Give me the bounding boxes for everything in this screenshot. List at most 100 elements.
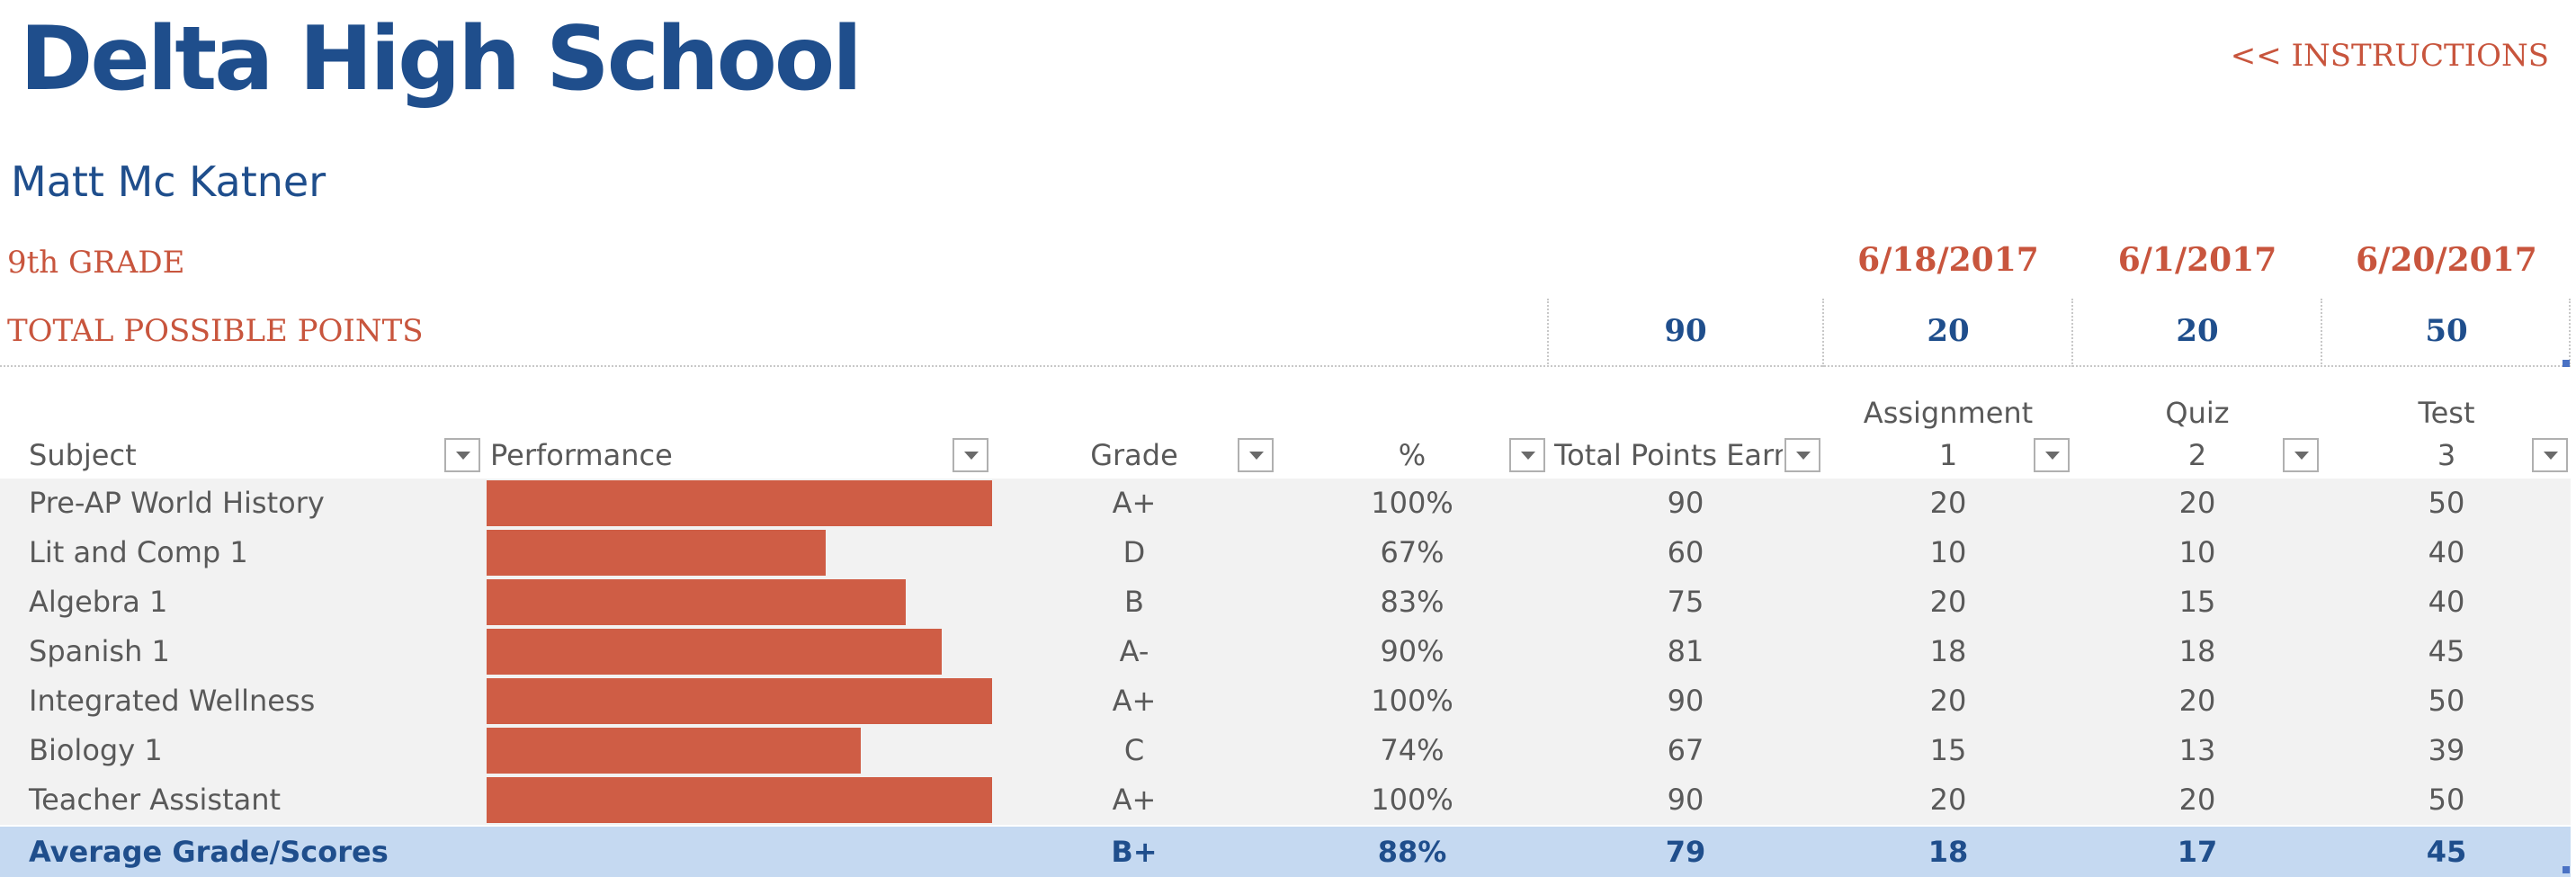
- column-header-total-points: Total Points Earn: [1554, 438, 1783, 472]
- assignment-cell: 10: [1929, 535, 1967, 569]
- student-name: Matt Mc Katner: [11, 157, 326, 206]
- quiz-cell: 18: [2178, 634, 2216, 668]
- column-header-assignment-number: 1: [1938, 438, 1958, 472]
- total-points-cell: 60: [1667, 535, 1704, 569]
- test-cell: 50: [2428, 486, 2465, 520]
- assignment-cell: 20: [1929, 486, 1967, 520]
- table-resize-handle[interactable]: [2563, 360, 2570, 367]
- assignment-cell: 15: [1929, 733, 1967, 767]
- table-resize-handle[interactable]: [2563, 866, 2570, 873]
- column-header-quiz-number: 2: [2187, 438, 2207, 472]
- performance-cell: [487, 530, 992, 576]
- average-assignment: 18: [1928, 835, 1969, 869]
- subject-cell: Integrated Wellness: [29, 684, 316, 718]
- test-date: 6/20/2017: [2356, 241, 2537, 279]
- percent-cell: 100%: [1371, 783, 1453, 817]
- average-quiz: 17: [2177, 835, 2218, 869]
- subject-cell: Spanish 1: [29, 634, 170, 668]
- assignment-filter-dropdown[interactable]: [2034, 438, 2070, 472]
- assignment-cell: 20: [1929, 585, 1967, 619]
- subject-cell: Biology 1: [29, 733, 163, 767]
- table-row: Lit and Comp 1 D 67% 60 10 10 40: [0, 528, 2571, 577]
- quiz-filter-dropdown[interactable]: [2283, 438, 2319, 472]
- test-possible-points: 50: [2425, 313, 2468, 349]
- quiz-cell: 13: [2178, 733, 2216, 767]
- quiz-date: 6/1/2017: [2117, 241, 2277, 279]
- column-divider: [2569, 299, 2571, 367]
- header-divider: [0, 365, 2571, 367]
- subject-cell: Algebra 1: [29, 585, 168, 619]
- percent-cell: 67%: [1380, 535, 1445, 569]
- quiz-cell: 20: [2178, 486, 2216, 520]
- grade-cell: A-: [1119, 634, 1149, 668]
- percent-filter-dropdown[interactable]: [1509, 438, 1545, 472]
- column-header-grade: Grade: [1090, 438, 1178, 472]
- test-filter-dropdown[interactable]: [2532, 438, 2568, 472]
- test-cell: 40: [2428, 585, 2465, 619]
- performance-bar: [487, 777, 992, 823]
- subject-cell: Lit and Comp 1: [29, 535, 248, 569]
- performance-bar: [487, 728, 861, 774]
- performance-cell: [487, 629, 992, 675]
- quiz-cell: 10: [2178, 535, 2216, 569]
- subject-filter-dropdown[interactable]: [444, 438, 480, 472]
- assignment-cell: 20: [1929, 783, 1967, 817]
- average-grade: B+: [1111, 835, 1158, 869]
- table-row: Spanish 1 A- 90% 81 18 18 45: [0, 627, 2571, 676]
- school-title: Delta High School: [20, 8, 863, 111]
- instructions-link[interactable]: << INSTRUCTIONS: [2230, 38, 2549, 74]
- total-points-cell: 90: [1667, 783, 1704, 817]
- subject-cell: Teacher Assistant: [29, 783, 282, 817]
- column-header-test: Test: [2418, 396, 2475, 430]
- test-cell: 39: [2428, 733, 2465, 767]
- column-header-subject: Subject: [29, 438, 137, 472]
- quiz-possible-points: 20: [2176, 313, 2219, 349]
- column-header-test-number: 3: [2437, 438, 2456, 472]
- performance-cell: [487, 777, 992, 823]
- column-header-quiz: Quiz: [2165, 396, 2230, 430]
- column-divider: [2321, 299, 2322, 367]
- quiz-cell: 20: [2178, 684, 2216, 718]
- total-points-cell: 81: [1667, 634, 1704, 668]
- average-label: Average Grade/Scores: [29, 835, 389, 869]
- total-points-filter-dropdown[interactable]: [1784, 438, 1820, 472]
- grade-cell: B: [1124, 585, 1144, 619]
- table-row: Teacher Assistant A+ 100% 90 20 20 50: [0, 775, 2571, 825]
- performance-filter-dropdown[interactable]: [953, 438, 988, 472]
- assignment-cell: 20: [1929, 684, 1967, 718]
- grade-filter-dropdown[interactable]: [1238, 438, 1274, 472]
- grade-level-label: 9th GRADE: [7, 245, 185, 281]
- table-row: Integrated Wellness A+ 100% 90 20 20 50: [0, 676, 2571, 726]
- performance-bar: [487, 629, 942, 675]
- total-points-cell: 75: [1667, 585, 1704, 619]
- test-cell: 50: [2428, 783, 2465, 817]
- column-header-assignment: Assignment: [1863, 396, 2034, 430]
- total-possible-points-value: 90: [1664, 313, 1707, 349]
- column-divider: [1822, 299, 1824, 367]
- performance-bar: [487, 579, 907, 625]
- percent-cell: 90%: [1380, 634, 1445, 668]
- grades-table: Pre-AP World History A+ 100% 90 20 20 50 Lit an…: [0, 479, 2571, 825]
- percent-cell: 74%: [1380, 733, 1445, 767]
- average-total-points: 79: [1665, 835, 1706, 869]
- column-divider: [2071, 299, 2073, 367]
- total-possible-points-label: TOTAL POSSIBLE POINTS: [7, 313, 424, 349]
- average-percent: 88%: [1377, 835, 1447, 869]
- table-row: Algebra 1 B 83% 75 20 15 40: [0, 577, 2571, 627]
- table-row: Biology 1 C 74% 67 15 13 39: [0, 726, 2571, 775]
- column-divider: [1547, 299, 1549, 367]
- total-points-cell: 67: [1667, 733, 1704, 767]
- performance-cell: [487, 728, 992, 774]
- subject-cell: Pre-AP World History: [29, 486, 325, 520]
- performance-cell: [487, 678, 992, 724]
- test-cell: 40: [2428, 535, 2465, 569]
- test-cell: 45: [2428, 634, 2465, 668]
- column-header-percent: %: [1398, 438, 1427, 472]
- assignment-date: 6/18/2017: [1857, 241, 2039, 279]
- table-row: Pre-AP World History A+ 100% 90 20 20 50: [0, 479, 2571, 528]
- test-cell: 50: [2428, 684, 2465, 718]
- percent-cell: 100%: [1371, 684, 1453, 718]
- percent-cell: 83%: [1380, 585, 1445, 619]
- grade-cell: A+: [1112, 783, 1157, 817]
- quiz-cell: 20: [2178, 783, 2216, 817]
